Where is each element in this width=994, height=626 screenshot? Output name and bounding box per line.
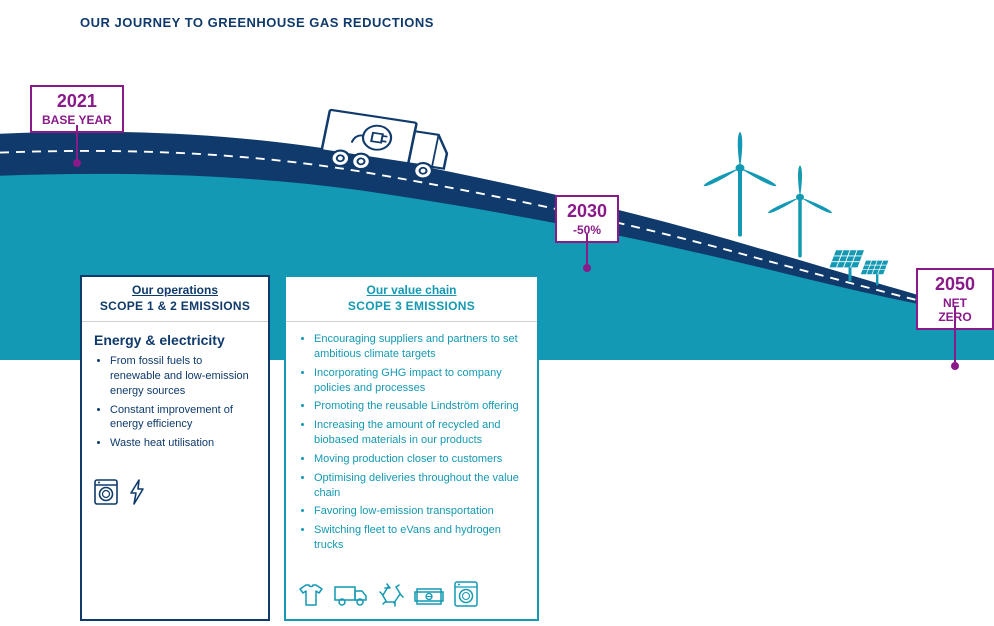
- panel-head: Our value chain SCOPE 3 EMISSIONS: [286, 277, 537, 322]
- milestone-dot: [951, 362, 959, 370]
- milestone-dot: [583, 264, 591, 272]
- material-box-icon: [414, 585, 444, 607]
- panel-icons: [94, 475, 256, 505]
- bullet-item: Encouraging suppliers and partners to se…: [314, 332, 525, 362]
- panel-body: Energy & electricity From fossil fuels t…: [82, 322, 268, 517]
- panel-label: Our value chain: [292, 283, 531, 297]
- panel-scope: SCOPE 1 & 2 EMISSIONS: [88, 299, 262, 313]
- panel-icons: [298, 577, 525, 607]
- washer-icon: [454, 581, 478, 607]
- bullet-item: Optimising deliveries throughout the val…: [314, 471, 525, 501]
- recycle-icon: [378, 583, 404, 607]
- bullet-item: Favoring low-emission transportation: [314, 504, 525, 519]
- washer-icon: [94, 479, 118, 505]
- bullet-item: Promoting the reusable Lindström offerin…: [314, 399, 525, 414]
- milestone-pointer: [586, 234, 588, 268]
- bullet-item: Increasing the amount of recycled and bi…: [314, 418, 525, 448]
- bullet-item: Moving production closer to customers: [314, 452, 525, 467]
- milestone-year: 2050: [928, 274, 982, 296]
- panel-bullets: Encouraging suppliers and partners to se…: [298, 332, 525, 553]
- panel-head: Our operations SCOPE 1 & 2 EMISSIONS: [82, 277, 268, 322]
- panel-scope-1-2: Our operations SCOPE 1 & 2 EMISSIONS Ene…: [80, 275, 270, 621]
- tshirt-icon: [298, 583, 324, 607]
- wind-turbine-icon: [703, 132, 778, 235]
- panel-bullets: From fossil fuels to renewable and low-e…: [94, 354, 256, 451]
- panel-scope-3: Our value chain SCOPE 3 EMISSIONS Encour…: [284, 275, 539, 621]
- bullet-item: Switching fleet to eVans and hydrogen tr…: [314, 523, 525, 553]
- bullet-item: From fossil fuels to renewable and low-e…: [110, 354, 256, 399]
- bullet-item: Constant improvement of energy efficienc…: [110, 403, 256, 433]
- lightning-icon: [128, 479, 146, 505]
- wind-turbine-icon: [767, 165, 833, 256]
- panel-scope: SCOPE 3 EMISSIONS: [292, 299, 531, 313]
- milestone-year: 2030: [567, 201, 607, 223]
- milestone-year: 2021: [42, 91, 112, 113]
- milestone-pointer: [76, 125, 78, 163]
- truck-small-icon: [334, 585, 368, 607]
- bullet-item: Waste heat utilisation: [110, 436, 256, 451]
- panel-section-title: Energy & electricity: [94, 332, 256, 348]
- bullet-item: Incorporating GHG impact to company poli…: [314, 366, 525, 396]
- scope-panels: Our operations SCOPE 1 & 2 EMISSIONS Ene…: [80, 275, 539, 621]
- milestone-pointer: [954, 306, 956, 366]
- milestone-dot: [73, 159, 81, 167]
- panel-label: Our operations: [88, 283, 262, 297]
- panel-body: Encouraging suppliers and partners to se…: [286, 322, 537, 619]
